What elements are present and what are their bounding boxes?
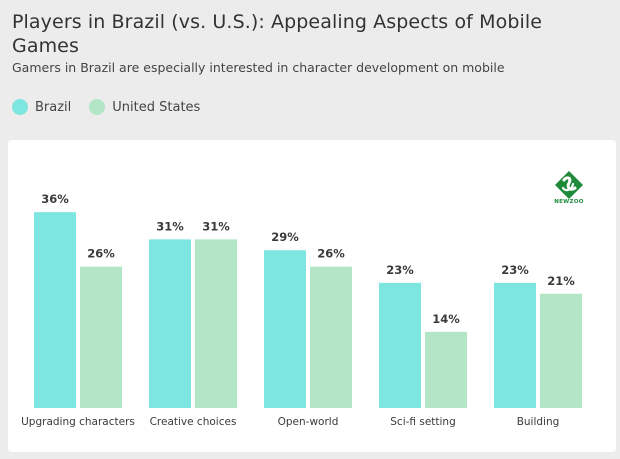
category-label-3: Sci-fi setting — [390, 416, 456, 428]
bar-united-states-4 — [540, 293, 582, 408]
chart-title: Players in Brazil (vs. U.S.): Appealing … — [12, 11, 543, 57]
chart-panel: 36% 26% Upgrading characters 31% 31% Creative… — [8, 140, 616, 452]
legend-item-united-states: United States — [89, 99, 200, 115]
data-label-united-states-0: 26% — [87, 247, 115, 261]
data-label-brazil-3: 23% — [386, 263, 414, 277]
data-label-united-states-1: 31% — [202, 219, 230, 233]
data-label-brazil-4: 23% — [501, 263, 529, 277]
newzoo-diamond-logo-icon — [555, 171, 583, 199]
data-label-united-states-3: 14% — [432, 312, 460, 326]
legend-swatch-brazil — [12, 99, 28, 115]
newzoo-logo: NEWZOO — [547, 170, 591, 210]
bar-united-states-1 — [195, 239, 237, 408]
data-label-brazil-1: 31% — [156, 219, 184, 233]
category-label-0: Upgrading characters — [21, 416, 135, 428]
category-label-2: Open-world — [278, 416, 339, 428]
chart-subtitle: Gamers in Brazil are especially interest… — [12, 60, 505, 75]
data-label-brazil-2: 29% — [271, 230, 299, 244]
bar-brazil-1 — [149, 239, 191, 408]
legend-swatch-united-states — [89, 99, 106, 115]
category-label-4: Building — [517, 416, 560, 428]
legend: Brazil United States — [12, 99, 200, 115]
bar-brazil-0 — [34, 212, 76, 408]
bar-brazil-2 — [264, 250, 306, 408]
data-label-united-states-4: 21% — [547, 274, 575, 288]
bar-united-states-0 — [80, 266, 122, 408]
legend-item-brazil: Brazil — [12, 99, 71, 115]
legend-label-brazil: Brazil — [35, 99, 72, 115]
bar-brazil-4 — [494, 282, 536, 408]
data-label-brazil-0: 36% — [41, 192, 69, 206]
data-label-united-states-2: 26% — [317, 247, 345, 261]
bar-chart: 36% 26% Upgrading characters 31% 31% Creative… — [21, 192, 582, 428]
category-label-1: Creative choices — [150, 416, 237, 428]
legend-label-united-states: United States — [112, 99, 201, 115]
logo-wordmark: NEWZOO — [554, 199, 584, 205]
bar-brazil-3 — [379, 282, 421, 408]
bar-united-states-3 — [425, 331, 467, 408]
bar-united-states-2 — [310, 266, 352, 408]
